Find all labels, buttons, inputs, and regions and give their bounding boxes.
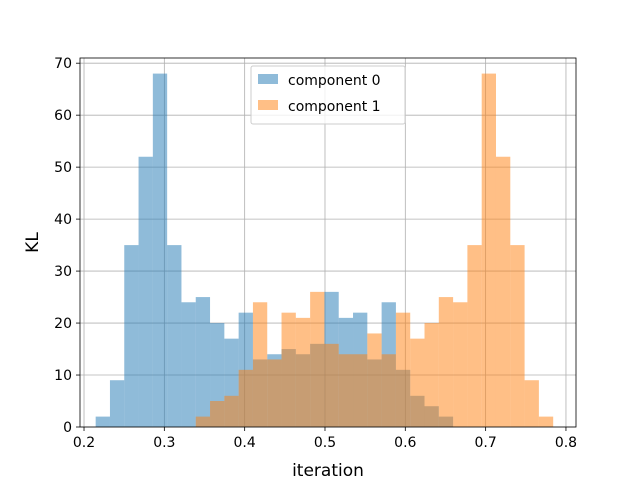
y-tick-label-6: 60 [54, 108, 72, 124]
legend-label-component-1: component 1 [288, 99, 381, 115]
bar-component-1-bin-22 [410, 338, 425, 427]
x-tick-label-0: 0.2 [73, 435, 95, 451]
bar-component-1-bin-9 [224, 395, 239, 427]
x-tick-label-6: 0.8 [555, 435, 577, 451]
bar-component-1-bin-28 [495, 156, 511, 428]
legend-label-component-0: component 0 [288, 73, 381, 89]
y-tick-label-4: 40 [54, 212, 72, 228]
bar-component-0-bin-2 [124, 245, 139, 427]
y-tick-label-5: 50 [54, 160, 72, 176]
bar-component-1-bin-11 [252, 302, 268, 427]
legend-swatch-component-0 [258, 74, 278, 84]
bar-component-1-bin-24 [438, 297, 454, 427]
bar-component-0-bin-7 [195, 297, 211, 427]
y-axis-label: KL [23, 232, 43, 253]
bar-component-1-bin-19 [367, 333, 382, 427]
y-tick-label-2: 20 [54, 316, 72, 332]
bar-component-0-bin-3 [138, 156, 153, 428]
legend-swatch-component-1 [258, 100, 278, 110]
legend-box [250, 65, 406, 125]
bar-component-0-bin-6 [181, 302, 196, 427]
bar-component-1-bin-27 [481, 73, 496, 427]
bar-component-1-bin-13 [281, 312, 296, 427]
x-tick-label-2: 0.4 [234, 435, 256, 451]
bar-component-0-bin-0 [95, 416, 110, 427]
axis-ticks: 0.2 0.3 0.4 0.5 0.6 0.7 0.8 0 10 20 30 40 50 60 70 [54, 56, 577, 451]
bar-component-1-bin-10 [238, 369, 253, 427]
legend: component 0 component 1 [250, 65, 406, 125]
bar-component-1-bin-20 [381, 354, 396, 427]
bar-component-1-bin-31 [538, 416, 554, 427]
x-axis-label: iteration [292, 461, 364, 480]
x-tick-label-1: 0.3 [153, 435, 175, 451]
x-tick-label-3: 0.5 [314, 435, 336, 451]
bar-component-1-bin-21 [395, 312, 411, 427]
bar-component-1-bin-30 [524, 380, 539, 427]
bar-component-1-bin-26 [467, 245, 482, 427]
bar-component-1-bin-12 [267, 359, 282, 427]
plot-frame [79, 57, 577, 428]
bar-component-1-bin-8 [210, 401, 225, 427]
y-tick-label-1: 10 [54, 368, 72, 384]
bar-component-1-bin-29 [510, 245, 525, 427]
x-tick-label-5: 0.7 [475, 435, 497, 451]
bar-component-1-bin-7 [195, 416, 211, 427]
bar-component-1-bin-14 [295, 317, 311, 427]
bar-component-0-bin-5 [167, 245, 182, 427]
histogram-bars [95, 73, 554, 428]
y-tick-label-7: 70 [54, 56, 72, 72]
y-tick-label-0: 0 [63, 420, 72, 436]
bar-component-1-bin-23 [424, 323, 439, 427]
bar-component-1-bin-18 [353, 354, 368, 427]
bar-component-1-bin-25 [453, 302, 468, 427]
bar-component-1-bin-15 [310, 291, 325, 427]
bar-component-1-bin-16 [324, 343, 339, 427]
bar-component-0-bin-1 [109, 380, 125, 427]
bar-component-1-bin-17 [338, 354, 354, 427]
y-tick-label-3: 30 [54, 264, 72, 280]
bar-component-0-bin-4 [152, 73, 168, 427]
x-tick-label-4: 0.6 [394, 435, 416, 451]
